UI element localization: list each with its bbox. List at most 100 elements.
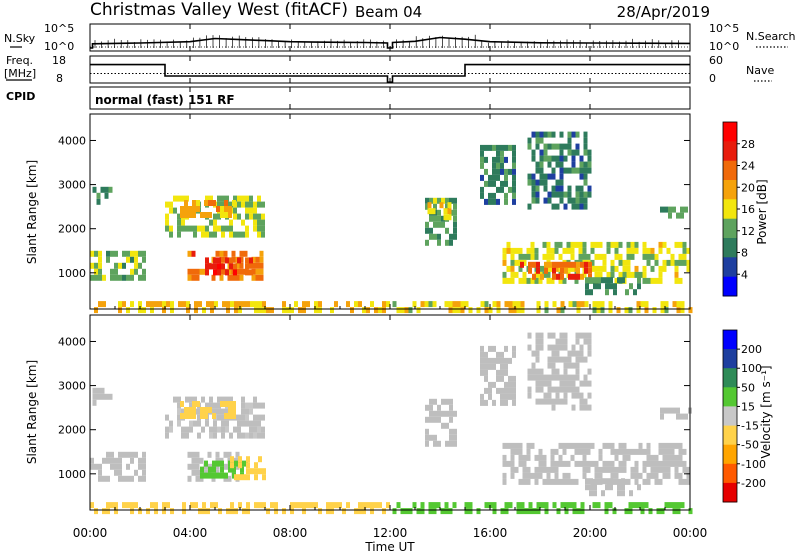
- heatmap-cell: [567, 167, 572, 174]
- heatmap-cell: [177, 213, 181, 220]
- heatmap-cell: [614, 247, 619, 254]
- nave-right-tick-bottom: 0: [709, 72, 716, 85]
- heatmap-cell: [535, 368, 540, 375]
- heatmap-cell: [510, 472, 515, 479]
- heatmap-cell: [257, 195, 261, 202]
- heatmap-cell: [575, 350, 580, 357]
- heatmap-cell: [510, 442, 515, 449]
- heatmap-cell: [622, 271, 627, 278]
- heatmap-cell: [334, 301, 338, 308]
- heatmap-cell: [637, 283, 641, 290]
- heatmap-cell: [437, 404, 441, 411]
- heatmap-cell: [531, 197, 536, 204]
- heatmap-cell: [559, 161, 564, 168]
- heatmap-cell: [588, 267, 592, 274]
- heatmap-cell: [642, 265, 647, 272]
- heatmap-cell: [539, 179, 544, 186]
- heatmap-cell: [551, 356, 556, 363]
- heatmap-cell: [118, 457, 122, 464]
- heatmap-cell: [453, 221, 457, 228]
- heatmap-cell: [559, 167, 564, 174]
- heatmap-cell: [630, 247, 635, 254]
- heatmap-cell: [538, 265, 543, 272]
- heatmap-cell: [232, 413, 236, 419]
- heatmap-cell: [500, 387, 504, 394]
- heatmap-cell: [530, 277, 535, 284]
- heatmap-cell: [500, 357, 504, 364]
- heatmap-cell: [680, 307, 685, 314]
- heatmap-cell: [527, 137, 532, 144]
- heatmap-cell: [453, 203, 457, 210]
- heatmap-cell: [555, 356, 560, 363]
- velocity-colorbar-tick-label: -200: [741, 477, 766, 490]
- heatmap-cell: [637, 484, 641, 491]
- heatmap-cell: [209, 402, 213, 409]
- heatmap-cell: [241, 408, 245, 415]
- heatmap-cell: [187, 475, 192, 482]
- heatmap-cell: [326, 502, 330, 509]
- heatmap-cell: [443, 208, 448, 215]
- heatmap-cell: [516, 301, 521, 308]
- heatmap-cell: [181, 432, 185, 439]
- power-colorbar-swatch: [723, 160, 737, 181]
- heatmap-cell: [193, 225, 197, 232]
- heatmap-cell: [550, 478, 555, 485]
- heatmap-cell: [251, 274, 256, 281]
- heatmap-cell: [674, 259, 679, 266]
- heatmap-cell: [210, 301, 214, 308]
- heatmap-cell: [598, 478, 603, 485]
- heatmap-cell: [404, 508, 409, 515]
- heatmap-cell: [587, 404, 592, 411]
- heatmap-cell: [496, 186, 500, 193]
- heatmap-cell: [245, 263, 249, 270]
- heatmap-cell: [579, 356, 584, 363]
- heatmap-cell: [142, 451, 146, 458]
- heatmap-cell: [526, 466, 531, 473]
- heatmap-cell: [614, 265, 619, 272]
- velocity-colorbar-tick-label: -15: [741, 420, 759, 433]
- heatmap-cell: [504, 301, 509, 308]
- heatmap-cell: [241, 195, 245, 202]
- heatmap-cell: [532, 508, 537, 515]
- heatmap-cell: [138, 274, 142, 281]
- heatmap-cell: [425, 404, 429, 411]
- heatmap-cell: [488, 174, 492, 181]
- heatmap-cell: [544, 508, 549, 515]
- heatmap-cell: [544, 301, 549, 308]
- heatmap-cell: [597, 283, 601, 290]
- heatmap-cell: [580, 261, 584, 268]
- heatmap-cell: [429, 416, 433, 423]
- heatmap-cell: [294, 301, 298, 308]
- heatmap-cell: [217, 213, 221, 220]
- heatmap-cell: [464, 301, 469, 308]
- heatmap-cell: [670, 253, 675, 260]
- heatmap-cell: [496, 307, 501, 314]
- power-colorbar-tick-label: 4: [741, 268, 748, 281]
- heatmap-cell: [572, 502, 577, 509]
- heatmap-cell: [531, 368, 536, 375]
- heatmap-cell: [433, 416, 437, 423]
- heatmap-cell: [568, 502, 573, 509]
- heatmap-cell: [177, 231, 181, 238]
- nsearch-label: N.Search: [746, 30, 796, 43]
- heatmap-cell: [185, 432, 189, 439]
- heatmap-cell: [142, 457, 146, 464]
- heatmap-cell: [231, 274, 236, 281]
- heatmap-cell: [502, 478, 507, 485]
- heatmap-cell: [190, 502, 194, 509]
- heatmap-cell: [191, 250, 196, 257]
- heatmap-cell: [126, 307, 130, 314]
- heatmap-cell: [110, 502, 114, 509]
- heatmap-cell: [130, 475, 134, 482]
- heatmap-cell: [212, 460, 216, 467]
- velocity-colorbar-swatch: [723, 387, 737, 407]
- heatmap-cell: [579, 398, 584, 405]
- heatmap-cell: [575, 332, 580, 339]
- heatmap-cell: [531, 350, 536, 357]
- heatmap-cell: [594, 271, 599, 278]
- heatmap-cell: [547, 356, 552, 363]
- heatmap-cell: [255, 262, 260, 269]
- heatmap-cell: [672, 301, 677, 308]
- heatmap-cell: [162, 307, 166, 314]
- heatmap-cell: [215, 250, 220, 257]
